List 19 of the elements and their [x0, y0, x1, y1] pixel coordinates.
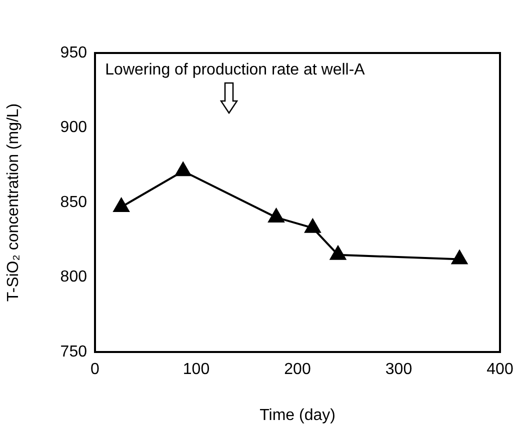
annotation: Lowering of production rate at well-A [105, 61, 366, 78]
point [304, 218, 321, 233]
x-tick-label: 200 [284, 361, 311, 378]
point [452, 250, 468, 264]
x-tick-label: 100 [182, 361, 210, 378]
point [330, 246, 346, 260]
x-tick-label: 400 [486, 361, 514, 378]
point [113, 198, 130, 212]
y-tick-label: 800 [60, 268, 88, 286]
y-tick-label: 750 [60, 343, 88, 360]
x-axis-title: Time (day) [260, 406, 336, 424]
x-tick-label: 0 [90, 361, 100, 378]
y-tick-label: 850 [60, 194, 88, 211]
point [175, 162, 192, 176]
point [268, 208, 284, 222]
y-axis-title: T-SiO₂ concentration (mg/L) [5, 103, 22, 302]
y-tick-label: 950 [60, 44, 88, 62]
y-tick-label: 900 [60, 119, 88, 136]
x-tick-label: 300 [385, 361, 412, 378]
